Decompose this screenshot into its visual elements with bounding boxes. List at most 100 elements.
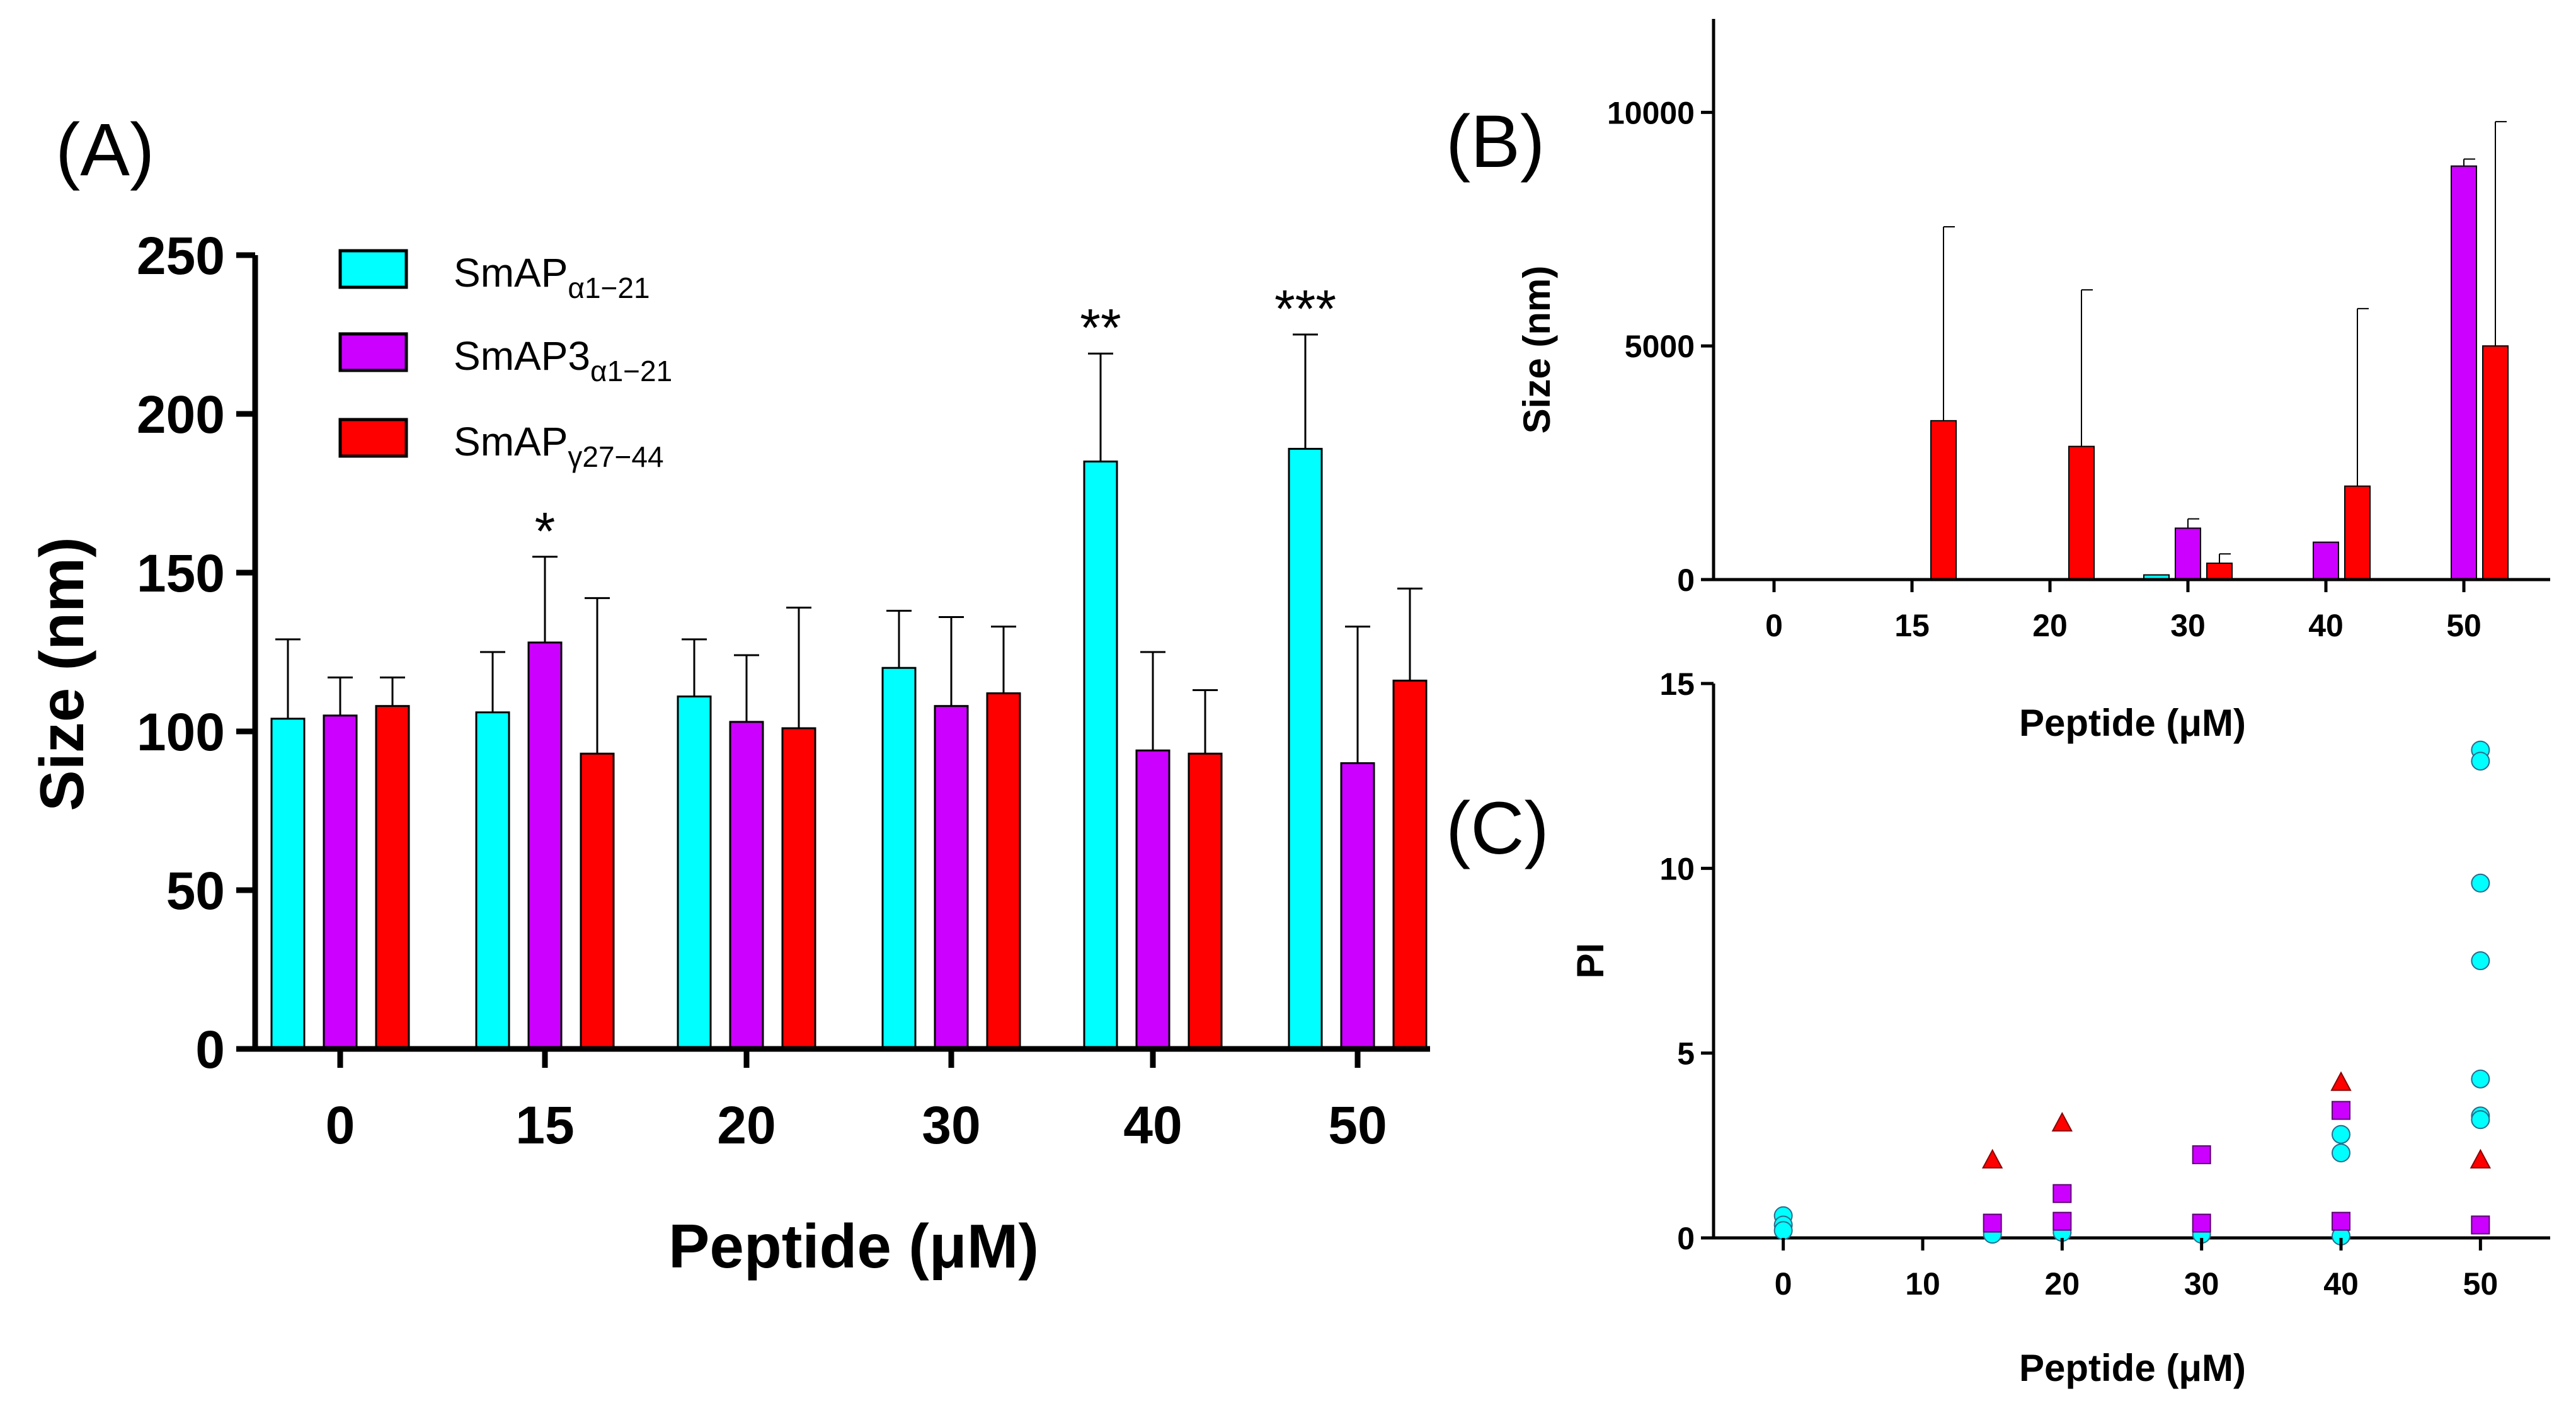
panel-c-xtick-label: 40 (2323, 1266, 2359, 1302)
svg-text:SmAPα1−21: SmAPα1−21 (454, 250, 650, 304)
panel-c-point-smap3a (2052, 1211, 2072, 1231)
panel-a-bar-smapa-20 (677, 695, 712, 1050)
panel-c-ylabel: PI (1569, 943, 1611, 979)
legend-item-smap-alpha: SmAPα1−21 (338, 249, 650, 304)
panel-a-bar-smapg-20 (781, 727, 816, 1050)
panel-b-bar-smap3a-30 (2175, 527, 2201, 581)
panel-a-bar-smap3a-30 (934, 705, 969, 1050)
panel-a-ytick-label: 150 (137, 544, 225, 603)
panel-a-bar-smapg-50 (1392, 679, 1428, 1050)
panel-b-bar-smapg-15 (1930, 420, 1957, 580)
panel-b-bar-smapg-20 (2068, 445, 2095, 580)
legend-swatch-smap-gamma (338, 418, 408, 458)
legend-sub-smap3-alpha: α1−21 (590, 355, 672, 387)
svg-text:SmAP3α1−21: SmAP3α1−21 (454, 333, 672, 387)
legend-item-smap-gamma: SmAPγ27−44 (338, 418, 664, 473)
panel-b-ylabel: Size (nm) (1516, 266, 1558, 434)
panel-c: (C) 0 5 10 15 0 10 20 30 40 50 Peptide (μM) PI (1446, 667, 2550, 1389)
panel-a-bar-smapa-50 (1288, 447, 1323, 1050)
panel-a-ytick-label: 50 (166, 861, 225, 920)
panel-a-xlabel: Peptide (μM) (668, 1211, 1039, 1281)
panel-b-bar-smapg-50 (2482, 345, 2509, 581)
panel-c-ytick-label: 15 (1659, 667, 1695, 702)
panel-c-point-smapg (2051, 1112, 2073, 1132)
panel-c-ytick-label: 5 (1677, 1036, 1695, 1072)
panel-c-xtick-label: 10 (1905, 1266, 1940, 1302)
panel-b-xtick-label: 15 (1894, 608, 1930, 643)
panel-c-xtick-label: 0 (1775, 1266, 1792, 1302)
panel-a-bar-smap3a-20 (729, 721, 764, 1050)
panel-c-point-smapa (2471, 1110, 2490, 1130)
panel-a-bar-smapa-15 (475, 711, 510, 1050)
panel-a-bar-smapa-40 (1083, 461, 1118, 1050)
panel-b-bar-smapg-30 (2206, 563, 2233, 581)
panel-c-point-smapa (2471, 873, 2490, 893)
panel-b-xtick-label: 40 (2308, 608, 2344, 643)
panel-c-xlabel: Peptide (μM) (2019, 1347, 2246, 1389)
panel-a-xtick-label: 30 (922, 1096, 980, 1155)
panel-c-point-smap3a (1983, 1213, 2002, 1233)
panel-a-significance-marker: ** (1080, 298, 1121, 357)
panel-c-point-smapa (2332, 1143, 2350, 1163)
panel-a-bar-smapa-0 (270, 718, 306, 1050)
panel-a-bar-smap3a-50 (1340, 762, 1375, 1050)
panel-a-bar-smapg-40 (1188, 752, 1223, 1050)
panel-c-point-smap3a (2192, 1213, 2211, 1233)
panel-b-xtick-label: 20 (2032, 608, 2068, 643)
panel-a-significance-marker: * (535, 501, 556, 561)
panel-b-xtick-label: 0 (1765, 608, 1783, 643)
panel-a-bar-smapg-15 (580, 752, 615, 1050)
panel-a-xtick-label: 50 (1328, 1096, 1387, 1155)
panel-c-point-smapg (2470, 1148, 2492, 1169)
panel-a-bar-smap3a-0 (323, 714, 358, 1050)
panel-b-bar-smapg-40 (2344, 485, 2371, 581)
panel-a-xtick-label: 0 (326, 1096, 355, 1155)
panel-c-point-smapa (1773, 1221, 1793, 1240)
panel-c-xtick-label: 20 (2045, 1266, 2080, 1302)
panel-b-bar-smap3a-50 (2451, 165, 2477, 580)
panel-a-ylabel: Size (nm) (27, 537, 96, 811)
panel-c-letter: (C) (1446, 787, 1549, 870)
panel-b-xtick-label: 30 (2170, 608, 2206, 643)
panel-b-xlabel: Peptide (μM) (2019, 702, 2246, 744)
svg-text:SmAPγ27−44: SmAPγ27−44 (454, 419, 664, 473)
legend-sub-smap-gamma: γ27−44 (568, 440, 663, 473)
panel-b-ytick-label: 0 (1677, 563, 1695, 598)
legend-swatch-smap3-alpha (338, 332, 408, 372)
panel-c-point-smapg (1981, 1148, 2003, 1169)
panel-c-ytick-label: 10 (1659, 851, 1695, 886)
legend-label-smap-gamma: SmAP (454, 419, 568, 464)
panel-a-letter: (A) (55, 108, 154, 192)
panel-c-point-smapg (2330, 1071, 2352, 1091)
panel-c-point-smap3a (2192, 1145, 2211, 1164)
panel-c-point-smap3a (2471, 1215, 2490, 1235)
panel-b-bar-smap3a-40 (2313, 541, 2339, 581)
panel-c-point-smapa (2471, 752, 2490, 771)
panel-c-xtick-label: 30 (2184, 1266, 2219, 1302)
panel-a-ytick-label: 250 (137, 226, 225, 285)
panel-a-bar-smapa-30 (881, 667, 917, 1050)
panel-c-point-smap3a (2052, 1184, 2072, 1203)
panel-a-bar-smap3a-40 (1135, 749, 1171, 1050)
panel-a-ytick-label: 0 (195, 1020, 225, 1079)
legend-label-smap-alpha: SmAP (454, 250, 568, 295)
legend-item-smap3-alpha: SmAP3α1−21 (338, 332, 672, 387)
panel-c-xtick-label: 50 (2463, 1266, 2499, 1302)
panel-b-letter: (B) (1446, 100, 1545, 183)
panel-c-point-smap3a (2332, 1101, 2350, 1120)
panel-c-point-smapa (2332, 1125, 2350, 1144)
panel-a-xtick-label: 15 (515, 1096, 574, 1155)
legend-sub-smap-alpha: α1−21 (568, 272, 650, 304)
panel-c-point-smap3a (2332, 1211, 2350, 1231)
legend: SmAPα1−21 SmAP3α1−21 SmAPγ27−44 (338, 249, 672, 473)
legend-label-smap3-alpha: SmAP3 (454, 333, 590, 379)
panel-a-ytick-label: 100 (137, 702, 225, 762)
panel-c-point-smapa (2471, 1069, 2490, 1089)
panel-b-ytick-label: 10000 (1607, 95, 1695, 130)
panel-a-xtick-label: 20 (717, 1096, 776, 1155)
panel-a-bar-smapg-0 (375, 705, 410, 1050)
panel-a-bar-smap3a-15 (527, 641, 563, 1050)
